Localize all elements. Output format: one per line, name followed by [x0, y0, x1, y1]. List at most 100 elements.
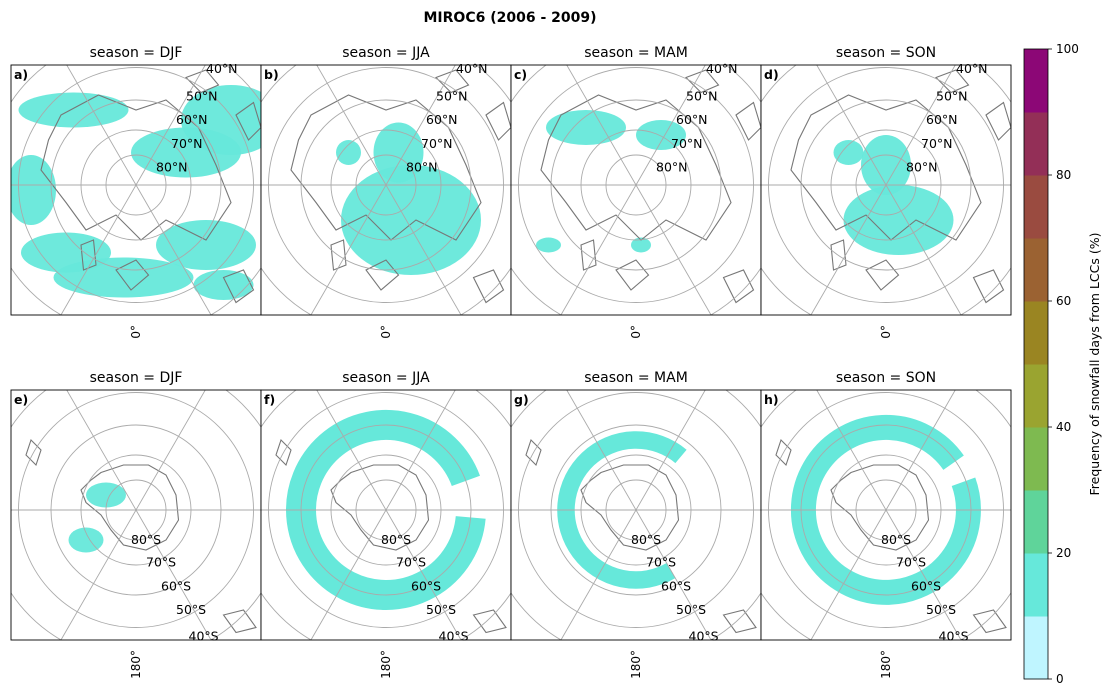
- snowfall-region: [546, 110, 626, 145]
- meridian-line: [385, 184, 462, 315]
- latitude-label: 40°N: [456, 61, 488, 76]
- latitude-label: 80°S: [631, 532, 661, 547]
- panel-label: a): [14, 67, 28, 82]
- coastline: [25, 438, 42, 467]
- panel-label: b): [264, 67, 279, 82]
- coastline: [540, 94, 732, 241]
- colorbar-frame: [1023, 48, 1049, 680]
- colorbar-segments: [1024, 49, 1048, 680]
- meridian-line: [385, 509, 462, 640]
- panel-title: season = JJA: [342, 370, 430, 386]
- latitude-label: 80°S: [381, 532, 411, 547]
- meridian-line: [816, 65, 887, 186]
- meridian-line: [60, 184, 137, 315]
- panel-title: season = JJA: [342, 45, 430, 61]
- panel-title: season = MAM: [584, 45, 688, 61]
- coastline: [865, 259, 900, 291]
- meridian-line: [385, 390, 456, 511]
- coastline: [830, 239, 847, 271]
- longitude-tick-label: 0°: [879, 325, 893, 339]
- snowfall-region: [193, 270, 254, 300]
- coastline: [330, 464, 430, 551]
- coastline: [472, 609, 507, 634]
- meridian-line: [135, 65, 206, 186]
- colorbar-segment: [1024, 301, 1048, 365]
- coastline: [985, 101, 1011, 141]
- coastline: [972, 609, 1007, 634]
- map-area: [511, 390, 761, 640]
- coastline: [80, 464, 180, 551]
- latitude-label: 40°S: [939, 628, 969, 643]
- snowfall-region: [336, 140, 361, 165]
- latitude-label: 60°S: [411, 578, 441, 593]
- coastline: [775, 438, 792, 467]
- latitude-label: 60°S: [661, 578, 691, 593]
- latitude-label: 40°N: [706, 61, 738, 76]
- latitude-label: 50°S: [426, 602, 456, 617]
- meridian-line: [60, 509, 137, 640]
- map-panel-4: season = SON 40°N 50°N 60°N 70°N 80°N d) 0°: [760, 45, 1012, 339]
- meridian-line: [635, 509, 712, 640]
- coastline: [830, 464, 930, 551]
- latitude-label: 70°S: [146, 555, 176, 570]
- coastline: [365, 259, 400, 291]
- map-area: [761, 65, 1011, 315]
- meridian-line: [885, 390, 956, 511]
- colorbar-segment: [1024, 112, 1048, 176]
- map-background: [511, 390, 761, 640]
- coastline: [722, 609, 757, 634]
- coastline: [275, 438, 292, 467]
- snowfall-region: [86, 482, 126, 508]
- coastline: [580, 464, 680, 551]
- snowfall-region: [631, 237, 651, 253]
- latitude-label: 70°N: [671, 136, 703, 151]
- coastline: [40, 94, 232, 241]
- latitude-label: 70°S: [396, 555, 426, 570]
- snowfall-ring: [557, 431, 687, 589]
- coastline: [735, 101, 761, 141]
- longitude-tick-label: 0°: [629, 325, 643, 339]
- coastline: [115, 259, 150, 291]
- snowfall-region: [861, 135, 911, 195]
- meridian-line: [885, 65, 956, 186]
- latitude-label: 40°S: [439, 628, 469, 643]
- colorbar: 0 20 40 60 80 100 Frequency of snowfall days …: [1023, 42, 1102, 686]
- map-area: [11, 390, 261, 640]
- coastline: [290, 94, 482, 241]
- panel-label: g): [514, 392, 529, 407]
- meridian-line: [66, 390, 137, 511]
- coastline: [330, 239, 347, 271]
- longitude-tick-label: 180°: [879, 650, 893, 679]
- latitude-label: 70°S: [896, 555, 926, 570]
- colorbar-tick-label: 40: [1056, 420, 1071, 434]
- snowfall-region: [11, 155, 56, 225]
- panel-title: season = SON: [836, 45, 936, 61]
- meridian-line: [635, 65, 706, 186]
- latitude-label: 70°S: [646, 555, 676, 570]
- latitude-label: 60°S: [911, 578, 941, 593]
- map-panel-5: season = DJF 80°S 70°S 60°S 50°S 40°S e) 180°: [10, 370, 262, 679]
- coastline: [580, 239, 597, 271]
- colorbar-segment: [1024, 175, 1048, 239]
- latitude-label: 80°N: [156, 160, 188, 175]
- meridian-line: [566, 65, 637, 186]
- colorbar-segment: [1024, 490, 1048, 554]
- meridian-line: [635, 184, 712, 315]
- latitude-label: 50°S: [676, 602, 706, 617]
- longitude-tick-label: 0°: [129, 325, 143, 339]
- meridian-line: [135, 390, 206, 511]
- coastline: [80, 239, 97, 271]
- figure-title: MIROC6 (2006 - 2009): [424, 10, 597, 26]
- meridian-line: [810, 509, 887, 640]
- coastline: [525, 438, 542, 467]
- colorbar-segment: [1024, 553, 1048, 617]
- coastline: [222, 269, 255, 304]
- coastline: [972, 269, 1005, 304]
- latitude-label: 40°S: [689, 628, 719, 643]
- snowfall-region: [833, 140, 864, 165]
- map-panel-1: season = DJF 40°N 50°N 60°N 70°N 80°N a) 0°: [10, 45, 262, 339]
- panel-title: season = DJF: [90, 370, 183, 386]
- meridian-line: [310, 184, 387, 315]
